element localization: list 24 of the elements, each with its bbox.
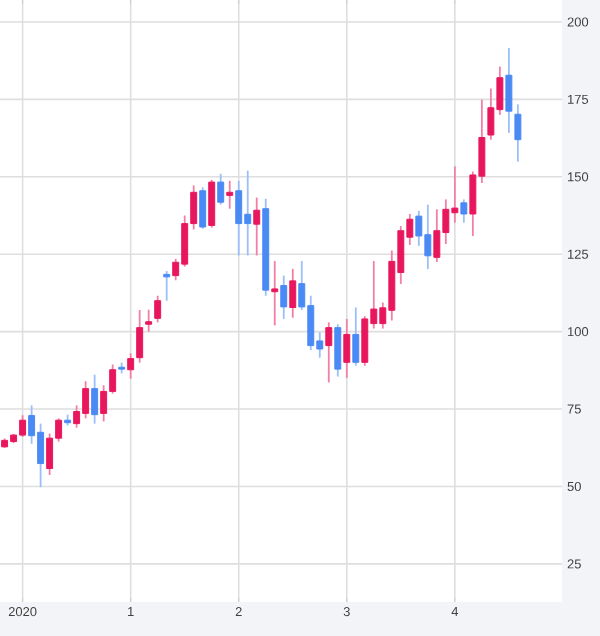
candlestick [289,267,297,319]
candlestick [136,309,144,364]
candlestick [334,323,342,378]
candlestick [145,308,153,333]
candlestick [514,103,522,163]
candlestick [460,198,468,224]
candlestick [217,172,225,206]
candlestick [505,47,513,134]
candlestick [163,270,171,302]
candlestick [253,196,261,257]
candlestick [433,208,441,263]
candlestick [91,373,99,425]
candlestick [235,179,243,257]
candlestick [325,321,333,384]
candlestick [352,306,360,367]
candlestick [208,179,216,229]
candlestick [226,179,234,210]
candlestick [361,315,369,367]
candlestick [154,294,162,324]
candlestick [280,274,288,320]
candlestick [127,352,135,380]
candlestick [199,186,207,230]
candlestick [343,318,351,379]
candlestick [271,260,279,327]
